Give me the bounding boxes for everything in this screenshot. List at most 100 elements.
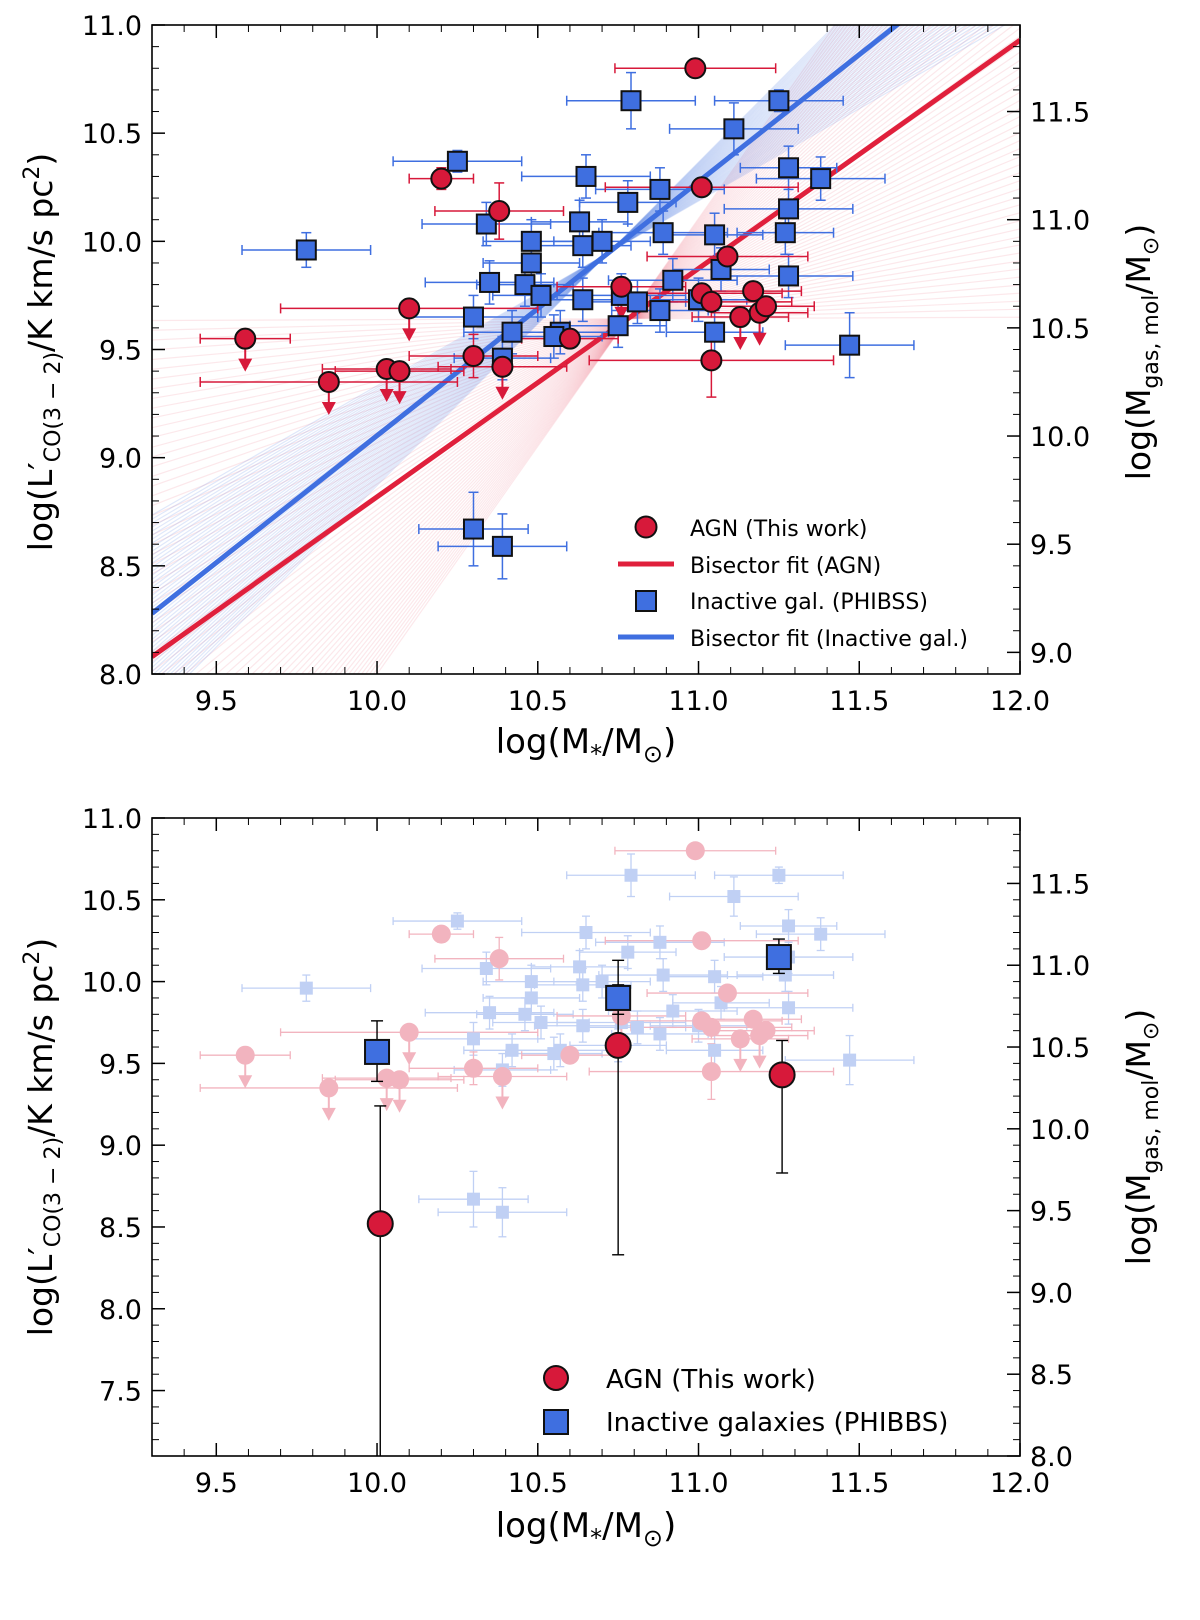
inactive-fit-realization bbox=[184, 25, 838, 674]
faded-inactive-marker bbox=[653, 935, 667, 949]
bot-ylabel-tail: /K km/s pc bbox=[21, 965, 60, 1137]
agn-fit-realization bbox=[372, 25, 839, 674]
inactive-point-marker bbox=[649, 178, 671, 200]
agn-fit-realization bbox=[152, 316, 1020, 322]
agn-fit-realization bbox=[152, 236, 1020, 419]
inactive-point-marker bbox=[626, 291, 648, 313]
faded-inactive-marker bbox=[630, 1020, 644, 1034]
bot-y2label-sun: ⊙ bbox=[1139, 1022, 1164, 1040]
faded-inactive-marker bbox=[495, 1205, 509, 1219]
faded-inactive-marker bbox=[505, 1043, 519, 1057]
top-ytick-label: 9.5 bbox=[99, 336, 142, 367]
binned-markers bbox=[364, 944, 796, 1238]
bisector-fit-lines bbox=[152, 25, 1020, 659]
agn-point-upper-limit-arrow bbox=[495, 386, 510, 400]
top-xtick-label: 9.5 bbox=[195, 686, 238, 717]
bot-y2tick-label: 9.5 bbox=[1030, 1197, 1073, 1228]
inactive-point-marker bbox=[662, 269, 684, 291]
faded-inactive-marker bbox=[579, 926, 593, 940]
bot-xtick-label: 11.5 bbox=[829, 1468, 889, 1499]
inactive-point-marker bbox=[446, 150, 468, 172]
faded-inactive-marker bbox=[576, 978, 590, 992]
agn-fit-realization bbox=[184, 25, 995, 674]
faded-agn-marker bbox=[730, 1029, 750, 1049]
faded-inactive-marker bbox=[727, 890, 741, 904]
top-y2tick-label: 11.0 bbox=[1030, 206, 1090, 237]
inactive-point-marker bbox=[774, 222, 796, 244]
faded-agn-point-upper-limit-arrow bbox=[238, 1075, 253, 1089]
top-ytick-label: 8.5 bbox=[99, 552, 142, 583]
agn-point-marker bbox=[610, 275, 633, 298]
agn-point-marker bbox=[462, 344, 485, 367]
bot-xtick-label: 9.5 bbox=[195, 1468, 238, 1499]
top-xtick-label: 11.0 bbox=[668, 686, 728, 717]
faded-individual-points bbox=[199, 841, 915, 1238]
agn-fit-realization bbox=[376, 25, 836, 674]
top-xlabel-close: ) bbox=[663, 722, 676, 762]
legend-agn-fit-label: Bisector fit (AGN) bbox=[690, 554, 881, 579]
inactive-point-marker bbox=[479, 271, 501, 293]
faded-agn-marker bbox=[692, 1011, 712, 1031]
legend-inactive-fit-label: Bisector fit (Inactive gal.) bbox=[690, 627, 968, 652]
legend-agn-marker bbox=[634, 515, 658, 539]
agn-bisector-fit-line bbox=[152, 38, 1020, 659]
agn-point-upper-limit-arrow bbox=[238, 358, 253, 372]
top-y2tick-label: 11.5 bbox=[1030, 98, 1090, 129]
inactive-point-marker bbox=[649, 300, 671, 322]
top-y2tick-label: 9.5 bbox=[1030, 530, 1073, 561]
faded-inactive-marker bbox=[843, 1053, 857, 1067]
agn-fit-realization bbox=[364, 25, 846, 674]
top-xtick-label: 12.0 bbox=[990, 686, 1050, 717]
top-y-axis-label: log(L′CO(3 − 2)/K km/s pc2) bbox=[20, 153, 66, 552]
top-y2label-main: log(M bbox=[1119, 389, 1158, 481]
inactive-point-marker bbox=[620, 90, 642, 112]
faded-inactive-marker bbox=[708, 970, 722, 984]
faded-agn-point-upper-limit-arrow bbox=[733, 1058, 748, 1072]
inactive-point-marker bbox=[501, 321, 523, 343]
faded-agn-point-upper-limit-arrow bbox=[379, 1098, 394, 1112]
inactive-fit-realization bbox=[152, 25, 995, 524]
agn-fit-realization bbox=[215, 25, 969, 674]
agn-fit-realization bbox=[152, 172, 1020, 497]
inactive-point-marker bbox=[778, 198, 800, 220]
inactive-fit-realization bbox=[165, 25, 849, 674]
inactive-point-marker bbox=[575, 165, 597, 187]
legend-bottom-agn-marker bbox=[543, 1365, 569, 1391]
faded-agn-marker bbox=[756, 1021, 776, 1041]
inactive-point-marker bbox=[839, 334, 861, 356]
faded-inactive-marker bbox=[621, 945, 635, 959]
top-xtick-label: 10.0 bbox=[347, 686, 407, 717]
faded-inactive-marker bbox=[782, 919, 796, 933]
legend-inactive-marker bbox=[635, 590, 657, 612]
agn-fit-realization bbox=[328, 25, 876, 674]
faded-agn-point-upper-limit-arrow bbox=[392, 1099, 407, 1113]
faded-agn-marker bbox=[743, 1009, 763, 1029]
agn-fit-realization bbox=[348, 25, 860, 674]
agn-fit-realization bbox=[251, 25, 940, 674]
top-xtick-label: 10.5 bbox=[508, 686, 568, 717]
agn-fit-realization bbox=[205, 25, 977, 674]
inactive-point-marker bbox=[778, 265, 800, 287]
faded-inactive-marker bbox=[814, 927, 828, 941]
agn-bin-marker bbox=[768, 1061, 796, 1089]
faded-agn-point-upper-limit-arrow bbox=[752, 1055, 767, 1069]
faded-inactive-marker bbox=[553, 1043, 567, 1057]
faded-agn-point-upper-limit-arrow bbox=[495, 1096, 510, 1110]
top-xtick-label: 11.5 bbox=[829, 686, 889, 717]
inactive-point-marker bbox=[723, 118, 745, 140]
agn-fit-realization bbox=[368, 25, 843, 674]
bot-y2label-sub: gas, mol bbox=[1139, 1080, 1164, 1174]
inactive-fit-realization bbox=[161, 25, 851, 674]
inactive-bin-marker bbox=[364, 1038, 391, 1065]
faded-inactive-marker bbox=[534, 1015, 548, 1029]
agn-point-upper-limit-arrow bbox=[392, 391, 407, 405]
top-ytick-label: 8.0 bbox=[99, 660, 142, 691]
agn-point-upper-limit-arrow bbox=[402, 328, 417, 342]
inactive-point-marker bbox=[768, 90, 790, 112]
faded-inactive-marker bbox=[466, 1032, 480, 1046]
agn-point-marker bbox=[690, 176, 713, 199]
agn-point-marker bbox=[398, 297, 421, 320]
inactive-bin-marker bbox=[765, 944, 792, 971]
bot-ytick-label: 10.0 bbox=[82, 968, 142, 999]
